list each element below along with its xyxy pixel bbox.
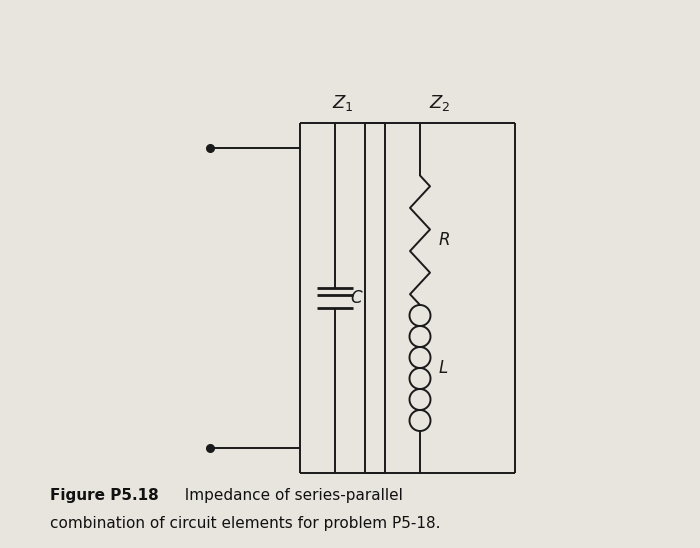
Text: $Z_1$: $Z_1$	[332, 93, 354, 113]
Text: $L$: $L$	[438, 359, 448, 377]
Text: combination of circuit elements for problem P5-18.: combination of circuit elements for prob…	[50, 516, 440, 531]
Text: $R$: $R$	[438, 231, 450, 249]
Text: $Z_2$: $Z_2$	[429, 93, 451, 113]
Text: $C$: $C$	[350, 289, 363, 307]
Text: Impedance of series-parallel: Impedance of series-parallel	[175, 488, 403, 503]
Text: Figure P5.18: Figure P5.18	[50, 488, 159, 503]
